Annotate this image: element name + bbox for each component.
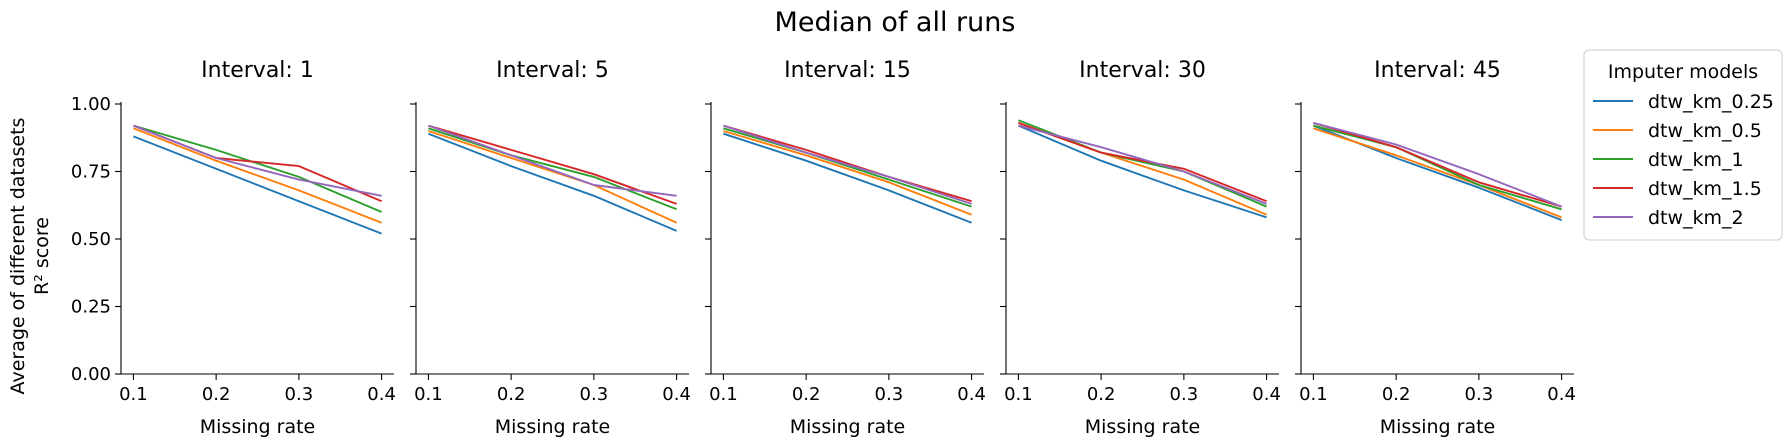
x-tick-label: 0.1 xyxy=(1299,384,1328,405)
series-line-dtw_km_0.5 xyxy=(723,130,972,216)
subplot-3: Interval: 15 0.1 0.2 0.3 0.4 Missing rate xyxy=(705,58,986,438)
y-axis-label-line2: R² score xyxy=(31,217,53,295)
subplot-title: Interval: 5 xyxy=(496,58,609,83)
y-tick-label: 1.00 xyxy=(71,94,111,115)
x-axis-label: Missing rate xyxy=(200,416,315,438)
x-tick-label: 0.1 xyxy=(119,384,148,405)
x-axis-label: Missing rate xyxy=(1380,416,1495,438)
x-tick-label: 0.3 xyxy=(875,384,904,405)
subplot-title: Interval: 30 xyxy=(1079,58,1206,83)
x-tick-label: 0.3 xyxy=(285,384,314,405)
x-tick-label: 0.2 xyxy=(1382,384,1411,405)
series-line-dtw_km_1 xyxy=(1313,124,1562,211)
x-tick-label: 0.1 xyxy=(414,384,443,405)
series-line-dtw_km_1.5 xyxy=(428,124,677,205)
series-line-dtw_km_1 xyxy=(428,127,677,211)
x-tick-label: 0.2 xyxy=(792,384,821,405)
x-tick-label: 0.3 xyxy=(580,384,609,405)
series-line-dtw_km_2 xyxy=(428,124,677,197)
series-line-dtw_km_0.25 xyxy=(428,132,677,232)
legend-entry-label: dtw_km_2 xyxy=(1648,207,1744,229)
x-tick-label: 0.3 xyxy=(1170,384,1199,405)
series-line-dtw_km_2 xyxy=(1018,124,1267,205)
x-tick-label: 0.1 xyxy=(1004,384,1033,405)
x-tick-label: 0.2 xyxy=(497,384,526,405)
subplot-2: Interval: 5 0.1 0.2 0.3 0.4 Missing rate xyxy=(410,58,691,438)
y-tick-label: 0.50 xyxy=(71,229,111,250)
x-axis-label: Missing rate xyxy=(495,416,610,438)
x-tick-label: 0.4 xyxy=(1252,384,1281,405)
series-line-dtw_km_2 xyxy=(1313,121,1562,208)
series-line-dtw_km_1 xyxy=(723,127,972,208)
x-tick-label: 0.4 xyxy=(662,384,691,405)
series-line-dtw_km_1.5 xyxy=(1313,121,1562,208)
series-line-dtw_km_2 xyxy=(133,124,382,197)
series-line-dtw_km_0.25 xyxy=(133,135,382,235)
legend: Imputer models dtw_km_0.25dtw_km_0.5dtw_… xyxy=(1583,49,1783,241)
figure-title: Median of all runs xyxy=(775,7,1016,38)
x-tick-label: 0.2 xyxy=(202,384,231,405)
subplots: Interval: 1 0.00 0.25 0.50 0.75 1.00 0.1 0.2 0.3… xyxy=(71,58,1576,438)
subplot-title: Interval: 45 xyxy=(1374,58,1501,83)
series-line-dtw_km_0.25 xyxy=(1018,124,1267,219)
x-tick-label: 0.4 xyxy=(957,384,986,405)
series-line-dtw_km_2 xyxy=(723,124,972,205)
x-axis-label: Missing rate xyxy=(790,416,905,438)
y-tick-label: 0.25 xyxy=(71,297,111,318)
x-tick-label: 0.2 xyxy=(1087,384,1116,405)
legend-frame xyxy=(1583,49,1783,241)
y-axis-label-line1: Average of different datasets xyxy=(7,118,29,395)
x-tick-label: 0.3 xyxy=(1465,384,1494,405)
subplot-5: Interval: 45 0.1 0.2 0.3 0.4 Missing rate xyxy=(1295,58,1576,438)
x-axis-label: Missing rate xyxy=(1085,416,1200,438)
legend-title: Imputer models xyxy=(1608,61,1758,83)
series-line-dtw_km_0.5 xyxy=(1313,127,1562,219)
x-tick-label: 0.1 xyxy=(709,384,738,405)
subplot-4: Interval: 30 0.1 0.2 0.3 0.4 Missing rate xyxy=(1000,58,1281,438)
y-axis-label: Average of different datasets R² score xyxy=(7,118,53,395)
series-line-dtw_km_0.5 xyxy=(133,127,382,224)
legend-entry-label: dtw_km_0.25 xyxy=(1648,91,1774,113)
subplot-title: Interval: 1 xyxy=(201,58,314,83)
series-line-dtw_km_1 xyxy=(1018,119,1267,208)
series-line-dtw_km_0.5 xyxy=(428,130,677,224)
legend-entry-label: dtw_km_1 xyxy=(1648,149,1744,171)
legend-entry-label: dtw_km_0.5 xyxy=(1648,120,1762,142)
legend-entry-label: dtw_km_1.5 xyxy=(1648,178,1762,200)
y-tick-label: 0.00 xyxy=(71,364,111,385)
legend-entries: dtw_km_0.25 dtw_km_0.5 dtw_km_1 dtw_km_1.5d… xyxy=(1593,91,1774,229)
series-line-dtw_km_1.5 xyxy=(1018,122,1267,203)
series-line-dtw_km_1 xyxy=(133,124,382,213)
x-tick-label: 0.4 xyxy=(367,384,396,405)
series-line-dtw_km_1.5 xyxy=(723,124,972,203)
subplot-title: Interval: 15 xyxy=(784,58,911,83)
y-tick-label: 0.75 xyxy=(71,162,111,183)
series-line-dtw_km_0.25 xyxy=(723,132,972,224)
subplot-1: Interval: 1 0.00 0.25 0.50 0.75 1.00 0.1 0.2 0.3… xyxy=(71,58,396,438)
x-tick-label: 0.4 xyxy=(1547,384,1576,405)
